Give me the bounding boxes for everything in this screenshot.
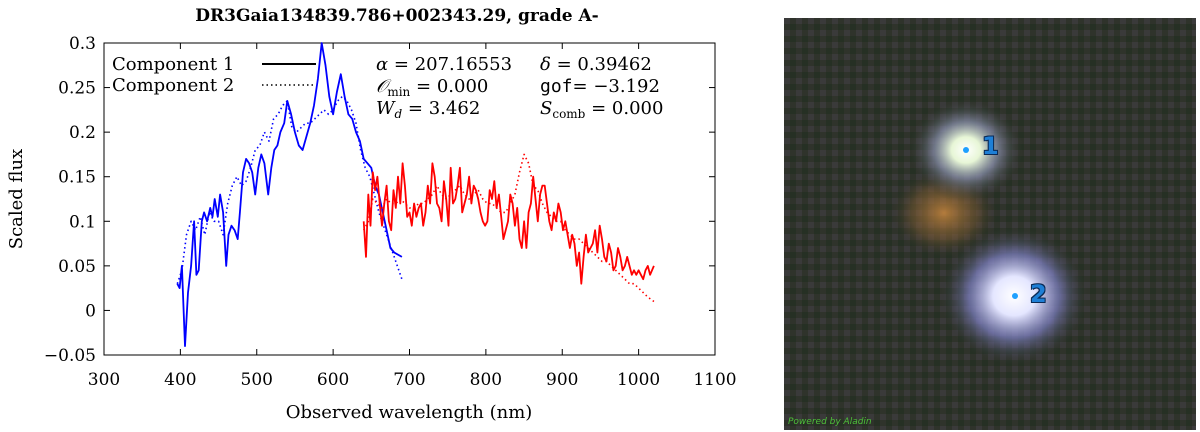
x-tick-label: 900 — [546, 370, 578, 390]
y-tick-label: 0.05 — [58, 257, 96, 277]
y-tick-label: 0.15 — [58, 168, 96, 188]
x-tick-label: 300 — [88, 370, 120, 390]
x-tick-label: 1100 — [693, 370, 736, 390]
x-tick-label: 700 — [393, 370, 425, 390]
annotation-omin: 𝒪min = 0.000 — [376, 76, 488, 99]
series-line-red-component-2 — [362, 153, 655, 303]
x-axis-label: Observed wavelength (nm) — [286, 402, 533, 423]
annotation-wd: Wd = 3.462 — [376, 98, 480, 121]
annotation-scomb: Scomb = 0.000 — [540, 98, 663, 121]
chart-title: DR3Gaia134839.786+002343.29, grade A- — [195, 6, 598, 26]
y-axis-label: Scaled flux — [6, 149, 27, 250]
x-tick-label: 1000 — [617, 370, 660, 390]
annotation-delta: δ = 0.39462 — [540, 54, 652, 75]
y-tick-label: −0.05 — [44, 346, 96, 366]
x-tick-label: 800 — [470, 370, 502, 390]
sky-image-panel: 1 2 Powered by Aladin — [784, 18, 1196, 430]
series-line-blue-component-2 — [176, 95, 403, 284]
source-2-label: 2 — [1030, 280, 1047, 308]
series-layer — [176, 42, 655, 348]
series-line-red-component-1 — [362, 162, 655, 285]
x-tick-label: 400 — [164, 370, 196, 390]
annotation-gof: gof= −3.192 — [540, 76, 660, 97]
y-axis-ticks: −0.05 0 0.05 0.1 0.15 0.2 0.25 0.3 — [44, 34, 715, 366]
aladin-credit: Powered by Aladin — [788, 417, 872, 427]
source-1-marker[interactable] — [963, 147, 969, 153]
y-tick-label: 0.1 — [69, 212, 96, 232]
y-tick-label: 0 — [85, 301, 96, 321]
annotation-alpha: α = 207.16553 — [376, 54, 512, 75]
legend-label-component-1: Component 1 — [112, 54, 234, 75]
annotation-block: α = 207.16553 δ = 0.39462 𝒪min = 0.000 g… — [376, 54, 663, 121]
source-1-label: 1 — [982, 132, 999, 160]
y-tick-label: 0.25 — [58, 79, 96, 99]
legend-label-component-2: Component 2 — [112, 75, 234, 96]
x-axis-ticks: 300 400 500 600 700 800 900 1000 1100 — [88, 43, 737, 390]
source-2-marker[interactable] — [1012, 293, 1018, 299]
y-tick-label: 0.3 — [69, 34, 96, 54]
y-tick-label: 0.2 — [69, 123, 96, 143]
spectrum-plot: DR3Gaia134839.786+002343.29, grade A- 30… — [6, 6, 737, 423]
legend: Component 1 Component 2 — [112, 54, 316, 96]
x-tick-label: 500 — [241, 370, 273, 390]
sky-image — [784, 18, 1196, 430]
x-tick-label: 600 — [317, 370, 349, 390]
